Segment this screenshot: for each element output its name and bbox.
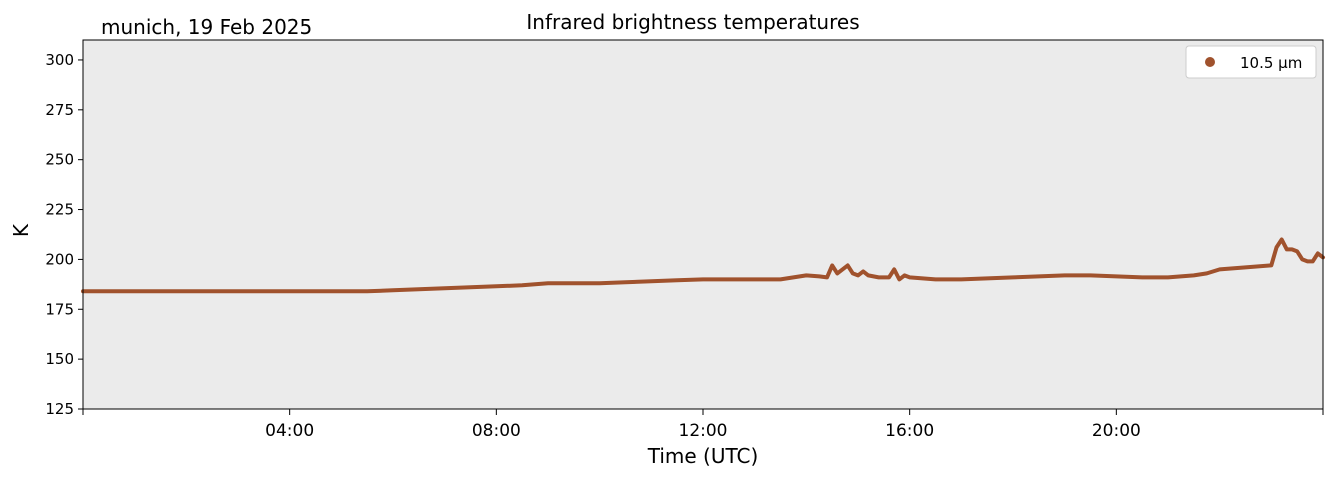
y-axis: 125 150 175 200 225 250 275 300 <box>45 51 83 418</box>
y-tick-label: 275 <box>45 101 74 119</box>
x-tick-label: 16:00 <box>885 421 934 441</box>
x-tick-label: 08:00 <box>472 421 521 441</box>
series-line <box>81 237 1325 294</box>
y-tick-label: 200 <box>45 250 74 268</box>
x-tick-label: 12:00 <box>679 421 728 441</box>
x-axis-label: Time (UTC) <box>647 444 759 468</box>
y-tick-label: 175 <box>45 300 74 318</box>
y-axis-label: K <box>9 223 33 237</box>
x-axis: 04:00 08:00 12:00 16:00 20:00 <box>82 409 1324 441</box>
legend: 10.5 µm <box>1185 45 1317 79</box>
y-tick-label: 300 <box>45 51 74 69</box>
chart-subtitle: munich, 19 Feb 2025 <box>101 15 312 39</box>
y-tick-label: 125 <box>45 400 74 418</box>
legend-box <box>1185 45 1317 79</box>
y-tick-label: 150 <box>45 350 74 368</box>
x-tick-label: 20:00 <box>1092 421 1141 441</box>
x-tick-label: 04:00 <box>265 421 314 441</box>
legend-label: 10.5 µm <box>1240 54 1302 72</box>
series-layer <box>81 237 1325 294</box>
y-tick-label: 250 <box>45 151 74 169</box>
legend-marker <box>1205 57 1215 67</box>
chart-title: Infrared brightness temperatures <box>526 10 859 34</box>
plot-area <box>83 40 1323 409</box>
y-tick-label: 225 <box>45 201 74 219</box>
